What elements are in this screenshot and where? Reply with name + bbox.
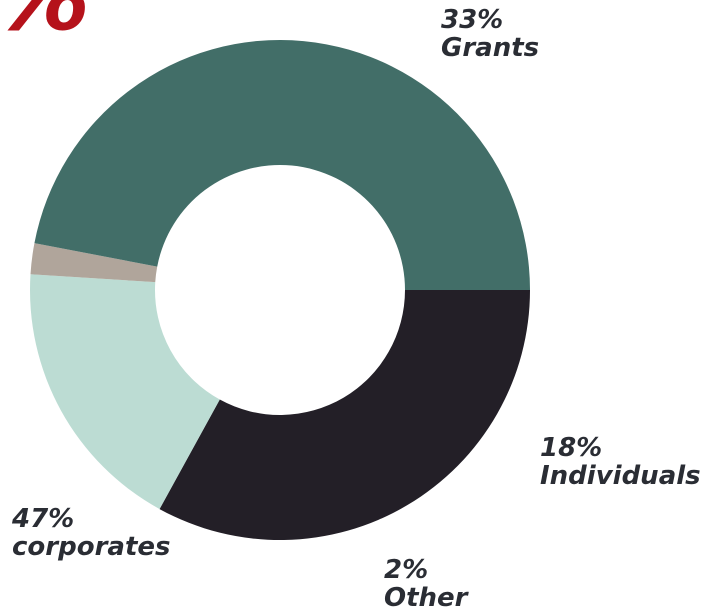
- donut-slice-corporates: [34, 39, 530, 291]
- slice-label-grants: 33% Grants: [441, 6, 539, 62]
- slice-value-other: 2%: [384, 555, 429, 585]
- donut-slice-grants: [159, 290, 530, 540]
- slice-category-corporates: corporates: [12, 532, 171, 562]
- slice-category-other: Other: [384, 583, 468, 613]
- slice-label-other: 2% Other: [384, 556, 468, 612]
- headline-fragment: %: [0, 0, 90, 44]
- slice-value-grants: 33%: [441, 5, 504, 35]
- donut-slice-individuals: [29, 274, 220, 510]
- slice-value-individuals: 18%: [540, 433, 603, 463]
- donut-slice-other: [30, 243, 158, 283]
- slice-label-corporates: 47% corporates: [12, 505, 170, 561]
- slice-value-corporates: 47%: [12, 504, 75, 534]
- slice-category-grants: Grants: [441, 33, 540, 63]
- slice-category-individuals: Individuals: [540, 461, 701, 491]
- slice-label-individuals: 18% Individuals: [540, 434, 701, 490]
